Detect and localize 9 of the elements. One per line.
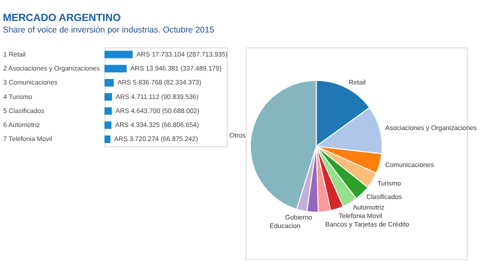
bar xyxy=(104,121,112,129)
bar xyxy=(104,50,133,58)
bar xyxy=(104,64,127,72)
chart-subtitle: Share of voice de inversión por industrias. Octubre 2015 xyxy=(2,24,214,34)
bar xyxy=(104,79,114,87)
chart-title: MERCADO ARGENTINO xyxy=(2,13,121,24)
bar xyxy=(104,93,112,101)
bar xyxy=(104,107,112,115)
bar xyxy=(104,135,110,143)
